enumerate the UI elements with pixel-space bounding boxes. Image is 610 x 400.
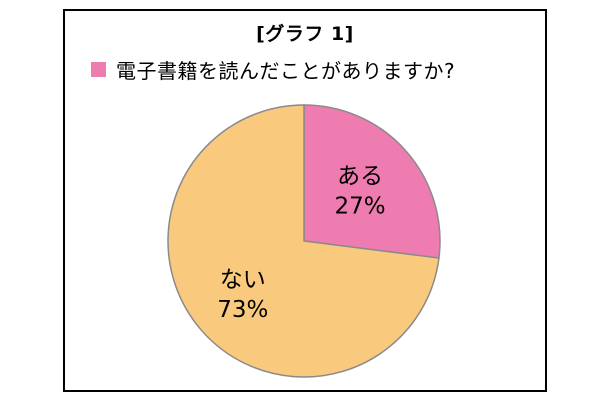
pie-slices [167,104,441,378]
pie-slice-aru [303,104,441,259]
legend-entry-label: 電子書籍を読んだことがありますか? [116,59,456,83]
chart-frame: [グラフ 1] 電子書籍を読んだことがありますか? ある 27% ない 73% [63,9,547,392]
pie-chart: ある 27% ない 73% [167,104,441,378]
pie-slice-nai [167,104,440,378]
slice-category-label: ない [220,267,266,293]
slice-value-label: 27% [335,194,386,220]
legend-swatch [91,62,106,77]
chart-legend: 電子書籍を読んだことがありますか? [91,55,455,84]
slice-category-label: ある [337,164,383,190]
slice-value-label: 73% [217,297,268,323]
pie-labels: ある 27% ない 73% [217,164,385,324]
chart-title: [グラフ 1] [256,23,354,45]
